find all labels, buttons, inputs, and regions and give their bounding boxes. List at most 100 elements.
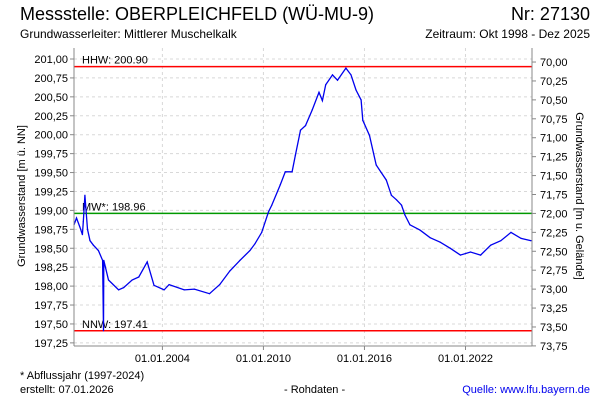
data-point: [409, 224, 411, 226]
data-point: [449, 247, 451, 249]
y-right-tick-label: 71,00: [540, 133, 568, 145]
data-point: [510, 231, 512, 233]
data-point: [102, 259, 104, 261]
y-right-tick-label: 70,75: [540, 114, 568, 126]
data-point: [261, 231, 263, 233]
data-point: [355, 89, 357, 91]
data-point: [429, 237, 431, 239]
data-point: [311, 109, 313, 111]
y-right-tick-label: 72,50: [540, 246, 568, 258]
data-point: [229, 270, 231, 272]
data-point: [404, 214, 406, 216]
y-right-tick-label: 70,00: [540, 57, 568, 69]
data-point: [321, 100, 323, 102]
data-point: [75, 217, 78, 219]
x-tick-label: 01.01.2004: [135, 353, 190, 365]
data-point: [118, 289, 120, 291]
y-tick-label: 200,25: [34, 111, 68, 123]
data-point: [82, 221, 84, 223]
data-point: [520, 237, 522, 240]
data-point: [469, 251, 472, 253]
data-point: [138, 276, 140, 278]
data-point: [350, 74, 352, 76]
data-point: [89, 240, 91, 242]
data-point: [345, 67, 347, 69]
y-tick-label: 200,75: [34, 73, 68, 85]
reference-label: MW*: 198.96: [82, 201, 146, 213]
y-right-tick-label: 72,25: [540, 227, 568, 239]
y-right-tick-label: 72,00: [540, 208, 568, 220]
data-point: [102, 330, 105, 332]
reference-label: HHW: 200.90: [82, 55, 148, 67]
data-point: [304, 125, 307, 127]
data-point: [279, 184, 281, 186]
data-point: [103, 259, 105, 261]
y-tick-label: 197,75: [34, 300, 68, 312]
data-point: [123, 287, 125, 289]
y-tick-label: 197,50: [34, 319, 68, 331]
y-tick-label: 199,75: [34, 149, 68, 161]
y-right-tick-label: 73,00: [540, 284, 568, 296]
data-point: [79, 226, 81, 228]
data-point: [271, 204, 273, 206]
y-axis-label: Grundwasserstand [m ü. NN]: [16, 125, 28, 267]
data-point: [208, 293, 211, 295]
y-axis-right-label: Grundwasserstand [m u. Gelände]: [573, 112, 585, 280]
data-point: [459, 254, 462, 256]
data-point: [400, 204, 403, 206]
data-point: [219, 283, 221, 286]
data-point: [360, 99, 362, 101]
y-tick-label: 199,25: [34, 186, 68, 198]
data-point: [86, 228, 89, 230]
data-point: [390, 194, 393, 196]
data-point: [368, 134, 371, 137]
data-point: [480, 254, 482, 256]
data-point: [107, 279, 110, 281]
x-tick-label: 01.01.2016: [337, 353, 392, 365]
data-point: [291, 171, 293, 173]
x-tick-label: 01.01.2022: [438, 353, 493, 365]
data-point: [284, 171, 286, 173]
source-link[interactable]: Quelle: www.lfu.bayern.de: [462, 384, 590, 396]
y-right-tick-label: 71,25: [540, 152, 568, 164]
created-date: erstellt: 07.01.2026: [20, 384, 114, 396]
data-point: [500, 240, 502, 242]
data-point: [419, 229, 421, 231]
data-point: [84, 194, 86, 196]
y-right-tick-label: 71,75: [540, 190, 568, 202]
data-point: [490, 244, 492, 246]
data-point: [168, 283, 170, 286]
y-tick-label: 198,50: [34, 243, 68, 255]
data-point: [249, 249, 251, 252]
data-point: [193, 288, 195, 290]
data-point: [267, 211, 270, 213]
data-point: [97, 249, 100, 252]
data-point: [92, 244, 94, 246]
data-point: [146, 261, 148, 263]
data-point: [325, 84, 327, 86]
page-title: Messstelle: OBERPLEICHFELD (WÜ-MU-9): [20, 4, 375, 24]
data-point: [294, 154, 297, 156]
data-point: [254, 243, 256, 245]
data-point: [385, 179, 387, 181]
station-number: Nr: 27130: [510, 4, 590, 24]
raw-data-label: - Rohdaten -: [284, 384, 346, 396]
y-tick-label: 199,00: [34, 205, 68, 217]
data-point: [439, 241, 441, 243]
y-right-tick-label: 73,75: [540, 341, 568, 353]
data-point: [336, 79, 339, 81]
y-right-tick-label: 72,75: [540, 265, 568, 277]
period-label: Zeitraum: Okt 1998 - Dez 2025: [425, 27, 590, 41]
y-right-tick-label: 70,50: [540, 95, 568, 107]
y-tick-label: 197,25: [34, 338, 68, 350]
data-point: [183, 289, 185, 291]
data-point: [81, 234, 84, 236]
y-right-tick-label: 73,50: [540, 322, 568, 334]
data-point: [131, 279, 133, 281]
data-point: [331, 74, 334, 76]
y-tick-label: 200,00: [34, 130, 68, 142]
x-tick-label: 01.01.2010: [236, 353, 291, 365]
reference-label: NNW: 197.41: [82, 319, 148, 331]
data-point: [530, 240, 532, 242]
